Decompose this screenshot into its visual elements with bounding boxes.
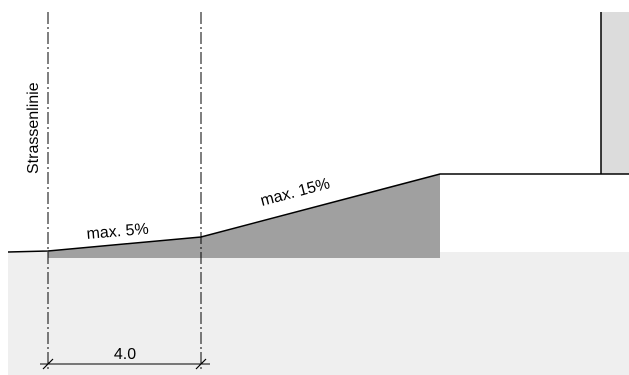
building-wall xyxy=(601,12,629,174)
dimension-tick-left xyxy=(42,358,54,370)
dimension-tick-right xyxy=(195,358,207,370)
dimension-label: 4.0 xyxy=(114,346,136,363)
slope-flat-label: max. 5% xyxy=(86,221,149,243)
ramp-fill xyxy=(48,174,440,258)
ground-fill xyxy=(8,252,629,375)
street-line-label: Strassenlinie xyxy=(25,82,42,174)
